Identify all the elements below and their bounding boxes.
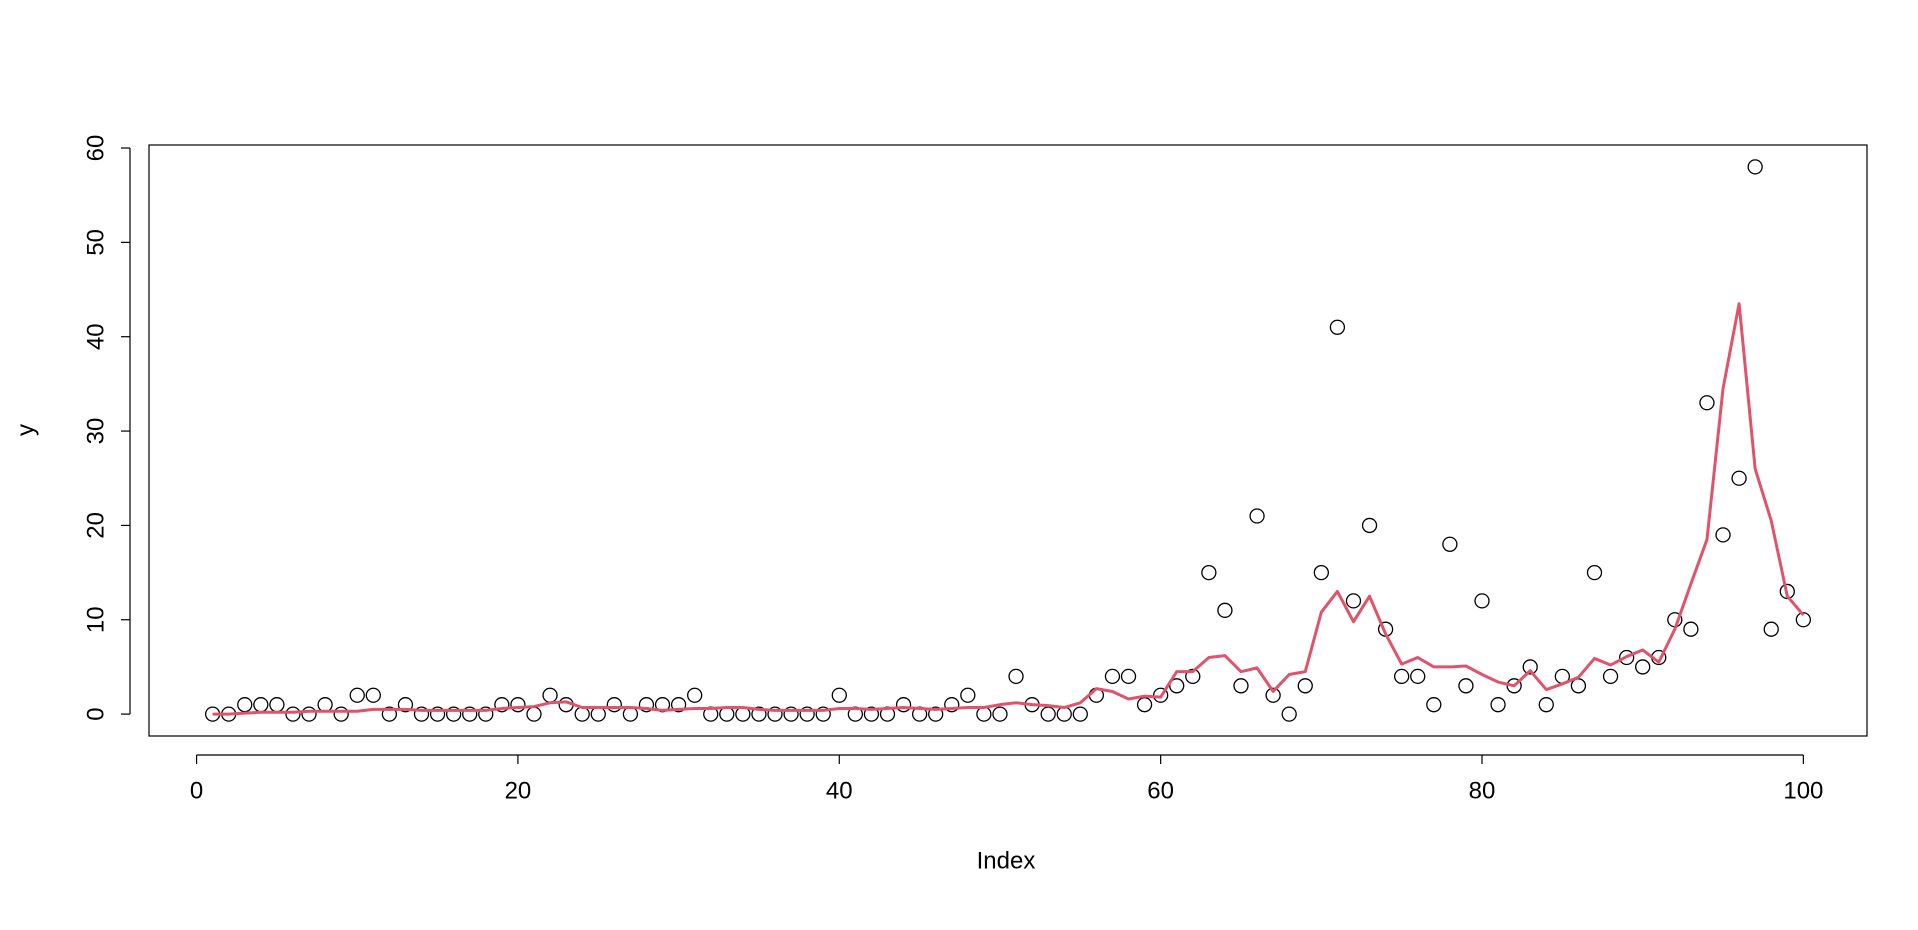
point (413, 706, 430, 722)
point (494, 697, 510, 713)
y-axis-label: y (12, 424, 39, 436)
y-tick-label: 50 (82, 229, 109, 256)
point (1635, 659, 1651, 675)
point (1699, 395, 1715, 411)
point (670, 697, 687, 713)
point (928, 706, 944, 722)
point (301, 706, 317, 722)
point (638, 697, 655, 713)
x-tick-label: 0 (190, 777, 203, 804)
point (960, 687, 976, 703)
y-tick-label: 20 (82, 512, 109, 539)
point (831, 687, 847, 703)
point (863, 706, 880, 722)
point (365, 687, 381, 703)
x-tick-label: 60 (1147, 777, 1174, 804)
point (1008, 668, 1024, 685)
point (783, 706, 799, 722)
point (542, 687, 558, 703)
point (478, 706, 494, 722)
point (1104, 668, 1121, 685)
point (1442, 536, 1458, 552)
point (1763, 621, 1779, 637)
x-tick-label: 40 (826, 777, 853, 804)
point (1313, 564, 1329, 581)
point (333, 706, 349, 722)
point (687, 687, 703, 703)
point (976, 706, 992, 722)
point (1410, 668, 1426, 685)
point (1715, 527, 1731, 543)
point (1361, 517, 1378, 534)
point (1458, 678, 1474, 694)
point (397, 697, 414, 713)
point (574, 706, 590, 722)
point (1233, 678, 1249, 694)
point (1683, 621, 1699, 637)
point (1217, 602, 1233, 618)
point (1329, 319, 1346, 335)
point (1538, 697, 1554, 713)
point (446, 706, 462, 722)
point (1586, 564, 1603, 581)
point (349, 687, 365, 703)
point (1602, 668, 1619, 685)
point (1201, 564, 1217, 581)
point (510, 697, 526, 713)
point (1136, 697, 1153, 713)
point (1522, 659, 1538, 675)
point (590, 706, 606, 722)
point (1185, 668, 1201, 685)
point (253, 697, 269, 713)
y-tick-label: 30 (82, 418, 109, 445)
point (944, 697, 960, 713)
point (237, 697, 253, 713)
y-tick-label: 10 (82, 606, 109, 633)
point (462, 706, 478, 722)
point (285, 706, 301, 722)
point (1040, 706, 1056, 722)
point (1297, 678, 1313, 694)
point (606, 697, 622, 713)
point (1281, 706, 1297, 722)
point (1490, 697, 1506, 713)
y-tick-label: 60 (82, 135, 109, 162)
point (767, 706, 783, 722)
point (1747, 159, 1763, 175)
point (317, 697, 333, 713)
x-axis-label: Index (977, 847, 1036, 874)
point (895, 697, 912, 713)
point (1506, 678, 1522, 694)
y-tick-label: 0 (82, 707, 109, 720)
point (815, 706, 831, 722)
point (799, 706, 815, 722)
point (1426, 697, 1442, 713)
point (381, 706, 398, 722)
point (429, 706, 446, 722)
point (1249, 508, 1265, 524)
x-tick-label: 20 (505, 777, 532, 804)
point (1474, 593, 1490, 609)
point (1169, 678, 1185, 694)
point (1731, 470, 1747, 486)
point (526, 706, 542, 722)
point (1265, 687, 1281, 703)
smooth-line (212, 302, 1805, 716)
point (1345, 593, 1362, 609)
point (992, 706, 1008, 722)
x-tick-label: 80 (1469, 777, 1496, 804)
point (1056, 706, 1072, 722)
point (1120, 668, 1137, 685)
point (1394, 668, 1410, 685)
point (751, 706, 767, 722)
y-tick-label: 40 (82, 323, 109, 350)
plot-box (148, 144, 1868, 737)
point (1618, 649, 1635, 666)
x-tick-label: 100 (1783, 777, 1823, 804)
point (1072, 706, 1088, 722)
point (269, 697, 285, 713)
